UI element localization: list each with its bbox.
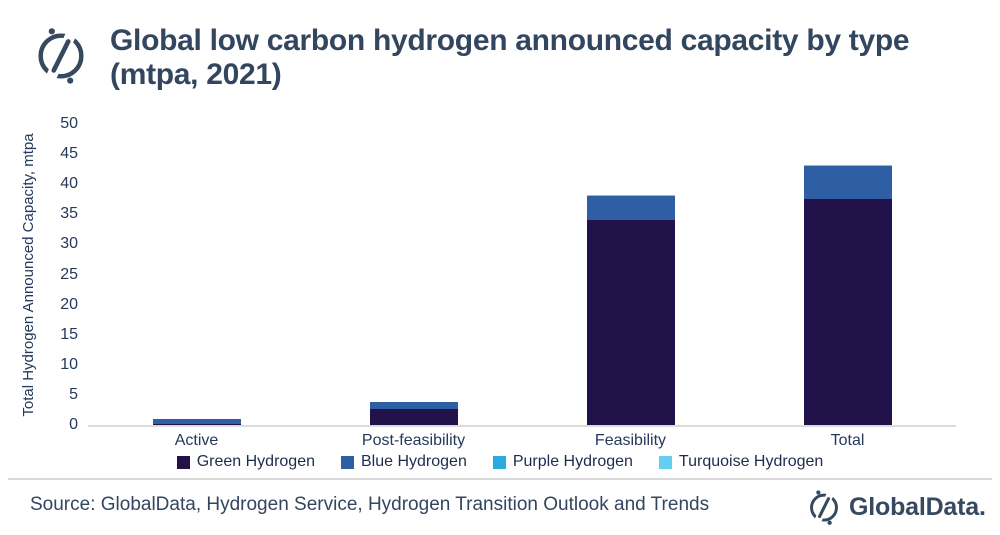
plot-area <box>88 124 956 427</box>
x-axis-label-total: Total <box>830 432 865 449</box>
bar-segment-purple-hydrogen <box>586 195 675 197</box>
x-axis-label-feasibility: Feasibility <box>594 432 667 449</box>
bar-post-feasibility <box>369 124 458 425</box>
legend-label: Blue Hydrogen <box>361 453 467 470</box>
legend-label: Turquoise Hydrogen <box>678 453 824 470</box>
bar-segment-blue-hydrogen <box>369 401 458 409</box>
y-tick-label: 45 <box>60 145 78 163</box>
globaldata-wordmark: GlobalData. <box>849 493 986 521</box>
bar-segment-green-hydrogen <box>152 423 241 425</box>
bar-segment-green-hydrogen <box>586 220 675 425</box>
chart-title-line-2: (mtpa, 2021) <box>110 58 282 91</box>
globaldata-compass-icon <box>32 24 90 86</box>
y-tick-label: 5 <box>69 385 78 403</box>
bar-feasibility <box>586 124 675 425</box>
y-axis-ticks: 0 5 10 15 20 25 30 35 40 45 50 <box>0 115 80 433</box>
legend-swatch-icon <box>658 455 672 469</box>
chart-title-line-1: Global low carbon hydrogen announced cap… <box>110 24 910 57</box>
bar-active <box>152 124 241 425</box>
legend-item-turquoise-hydrogen: Turquoise Hydrogen <box>658 453 824 471</box>
y-tick-label: 35 <box>60 205 78 223</box>
bar-segment-blue-hydrogen <box>586 196 675 221</box>
source-attribution: Source: GlobalData, Hydrogen Service, Hy… <box>30 494 710 515</box>
bar-segment-turquoise-hydrogen <box>803 164 892 166</box>
bar-segment-purple-hydrogen <box>803 165 892 167</box>
legend-label: Green Hydrogen <box>196 453 315 470</box>
globaldata-footer-icon <box>806 488 842 526</box>
bar-total <box>803 124 892 425</box>
y-tick-label: 50 <box>60 115 78 132</box>
y-tick-label: 40 <box>60 175 78 193</box>
legend-label: Purple Hydrogen <box>512 453 633 470</box>
y-tick-label: 0 <box>69 416 78 433</box>
legend-swatch-icon <box>341 455 354 469</box>
y-tick-label: 25 <box>60 265 78 283</box>
y-tick-label: 30 <box>60 235 78 253</box>
y-tick-label: 10 <box>60 355 78 373</box>
legend-item-purple-hydrogen: Purple Hydrogen <box>492 453 633 471</box>
legend-item-blue-hydrogen: Blue Hydrogen <box>341 453 467 471</box>
chart-title: Global low carbon hydrogen announced cap… <box>110 24 990 92</box>
bar-segment-green-hydrogen <box>369 408 458 425</box>
legend: Green Hydrogen Blue Hydrogen Purple Hydrog… <box>0 452 1000 472</box>
bar-segment-turquoise-hydrogen <box>586 194 675 196</box>
legend-swatch-icon <box>176 455 190 469</box>
bar-segment-green-hydrogen <box>803 199 892 425</box>
footer-divider <box>8 478 992 480</box>
y-tick-label: 15 <box>60 325 78 343</box>
y-tick-label: 20 <box>60 295 78 313</box>
x-axis-label-active: Active <box>174 432 219 449</box>
legend-item-green-hydrogen: Green Hydrogen <box>176 453 315 471</box>
bar-segment-blue-hydrogen <box>803 166 892 200</box>
bar-segment-blue-hydrogen <box>152 418 241 424</box>
legend-swatch-icon <box>492 455 506 469</box>
x-axis-label-post-feasibility: Post-feasibility <box>361 432 466 449</box>
x-axis-labels: Active Post-feasibility Feasibility Total <box>88 432 956 452</box>
